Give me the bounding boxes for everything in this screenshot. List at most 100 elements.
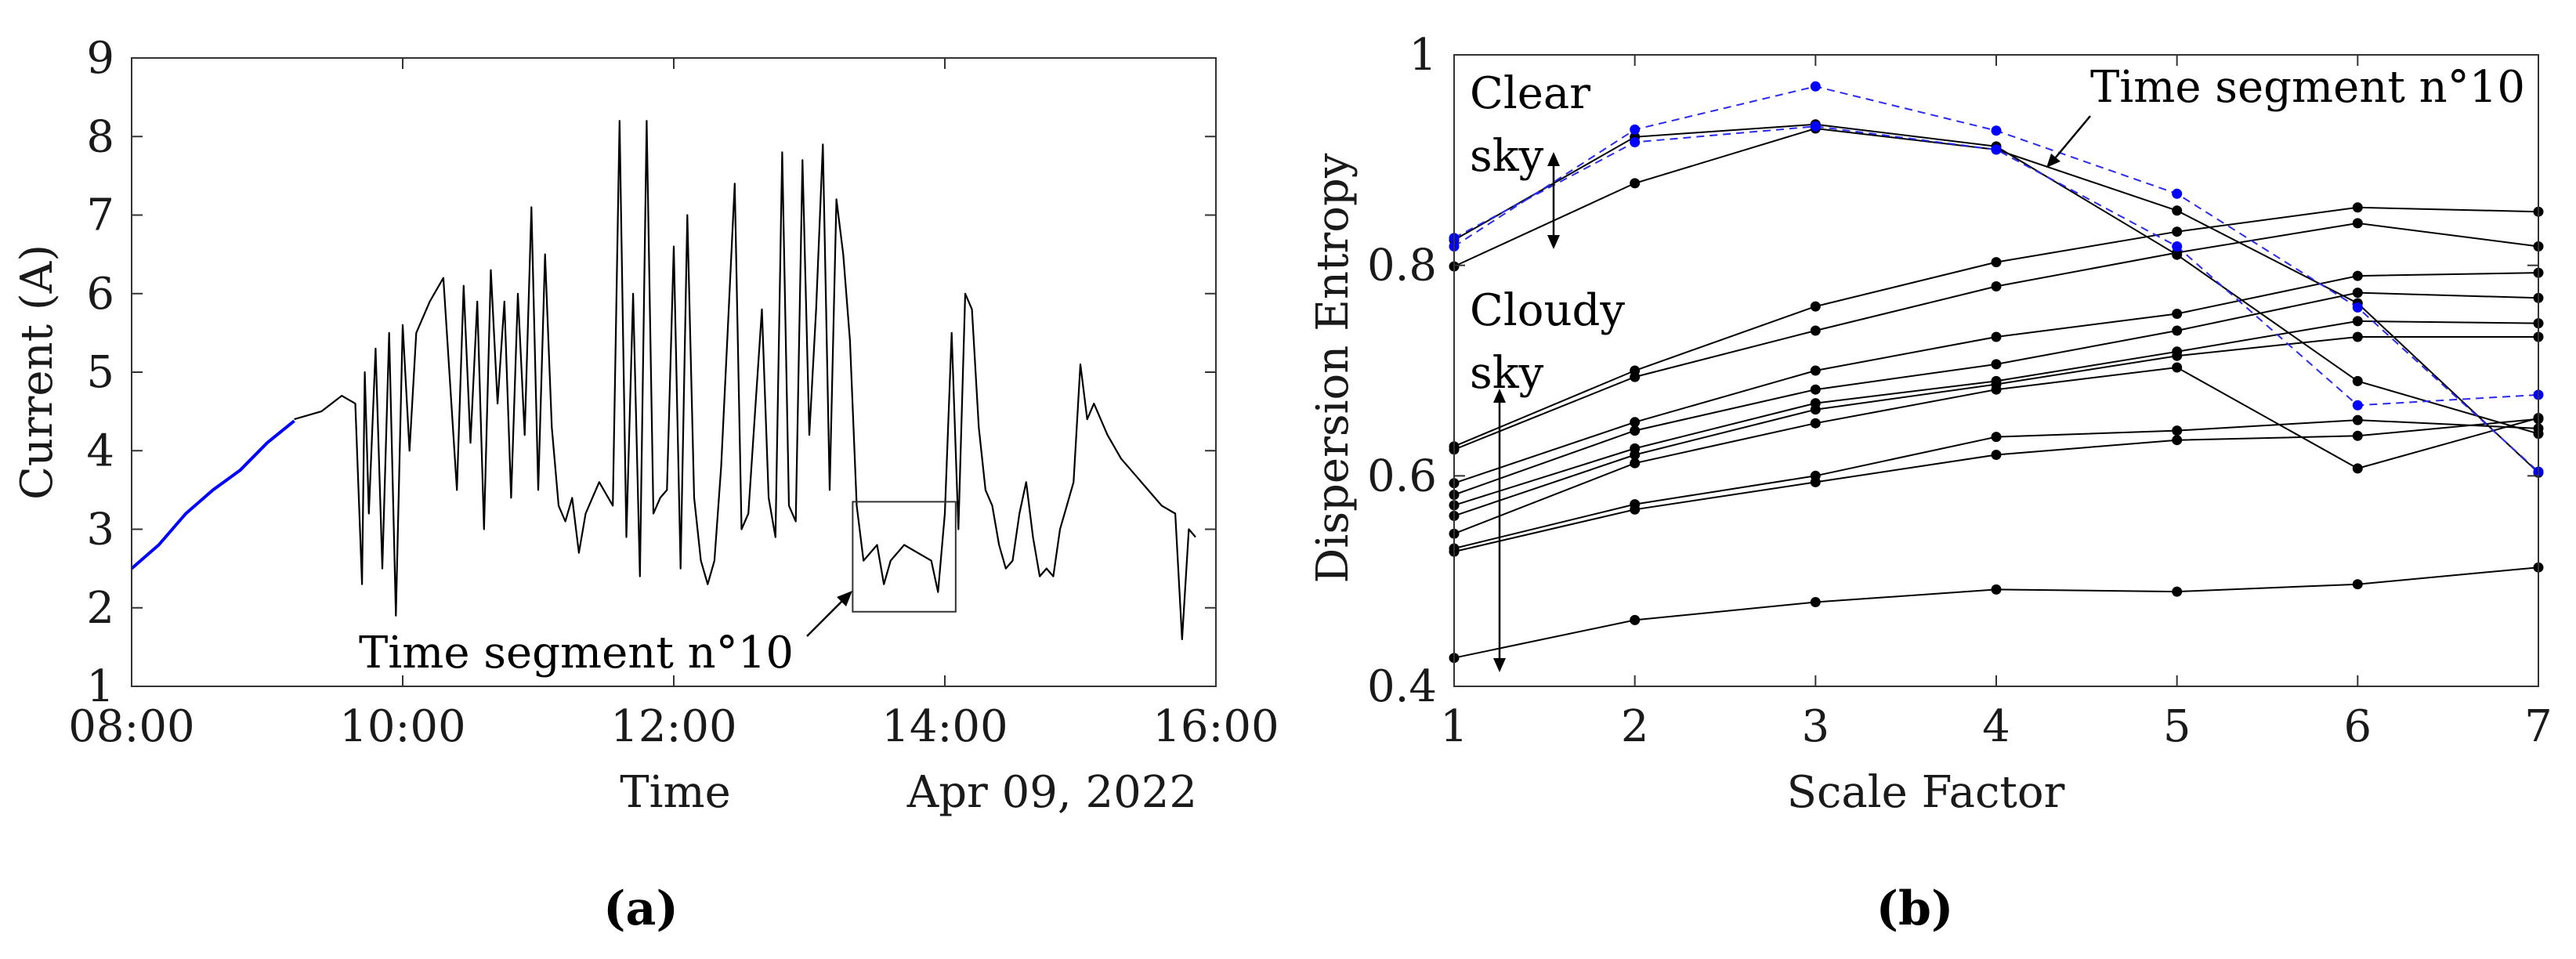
entropy-point xyxy=(2352,430,2363,441)
entropy-point xyxy=(1810,365,1821,376)
entropy-series xyxy=(1449,81,2544,477)
entropy-series xyxy=(1449,414,2544,557)
current-series-line xyxy=(130,419,295,570)
entropy-point xyxy=(1630,371,1641,382)
entropy-point xyxy=(1630,450,1641,460)
x-tick-label: 7 xyxy=(2524,701,2552,752)
panel-a-series xyxy=(130,120,1196,641)
x-tick-label: 4 xyxy=(1982,701,2010,752)
y-tick-label: 2 xyxy=(86,583,114,634)
entropy-point xyxy=(2172,205,2183,216)
entropy-series xyxy=(1449,121,2544,411)
x-tick-label: 6 xyxy=(2344,701,2372,752)
entropy-series-line xyxy=(1453,320,2539,506)
segment-arrow xyxy=(806,596,847,637)
entropy-series xyxy=(1449,414,2544,554)
entropy-point xyxy=(1991,257,2002,268)
segment-box xyxy=(852,501,957,613)
entropy-point xyxy=(1810,121,1821,132)
panel-a-axes-frame xyxy=(131,57,1217,687)
entropy-series xyxy=(1449,288,2544,500)
y-tick-label: 6 xyxy=(86,269,114,320)
entropy-point xyxy=(1991,144,2002,155)
x-axis-label: Scale Factor xyxy=(1787,767,2065,818)
x-tick-label: 10:00 xyxy=(339,701,465,752)
entropy-point xyxy=(1810,404,1821,415)
clear-sky-arrowhead-down xyxy=(1547,235,1560,249)
clear-sky-arrowhead-up xyxy=(1547,152,1560,166)
annotation-time-segment: Time segment n°10 xyxy=(359,628,794,679)
entropy-point xyxy=(1630,417,1641,428)
panel-b: 0.4 0.6 0.8 1 1 2 3 4 5 6 7 Clear sky Cloudy sky T… xyxy=(1308,30,2552,936)
y-tick-label: 1 xyxy=(86,661,114,712)
entropy-point xyxy=(2172,226,2183,237)
cloudy-sky-label-2: sky xyxy=(1470,348,1544,399)
y-tick-label: 0.4 xyxy=(1367,661,1437,712)
x-tick-label: 08:00 xyxy=(68,701,194,752)
y-tick-label: 4 xyxy=(86,425,114,476)
entropy-point xyxy=(1630,614,1641,625)
entropy-point xyxy=(1810,301,1821,312)
entropy-point xyxy=(1991,281,2002,291)
entropy-series xyxy=(1449,202,2544,452)
entropy-point xyxy=(1991,125,2002,136)
entropy-point xyxy=(1630,458,1641,469)
time-segment-arrow xyxy=(2050,115,2091,164)
cloudy-sky-arrowhead-up xyxy=(1493,389,1506,403)
segment-arrowhead xyxy=(837,591,852,606)
entropy-point xyxy=(2352,400,2363,411)
entropy-point xyxy=(1991,384,2002,395)
entropy-point xyxy=(1810,476,1821,487)
entropy-point xyxy=(2172,325,2183,336)
entropy-point xyxy=(2172,241,2183,252)
entropy-point xyxy=(2352,218,2363,229)
entropy-point xyxy=(1630,178,1641,189)
x-axis-label: Time xyxy=(620,767,731,818)
entropy-point xyxy=(1991,432,2002,443)
entropy-point xyxy=(2352,202,2363,213)
entropy-point xyxy=(2352,288,2363,299)
entropy-point xyxy=(1810,597,1821,607)
entropy-point xyxy=(2172,350,2183,361)
entropy-point xyxy=(2352,270,2363,281)
entropy-point xyxy=(2172,435,2183,446)
entropy-point xyxy=(2172,425,2183,436)
y-axis-label: Dispersion Entropy xyxy=(1308,153,1359,583)
cloudy-sky-arrowhead-down xyxy=(1493,658,1506,672)
entropy-point xyxy=(2352,463,2363,474)
panel-b-series xyxy=(1449,81,2544,664)
y-tick-label: 0.6 xyxy=(1367,451,1437,501)
y-tick-label: 3 xyxy=(86,505,114,555)
time-segment-arrowhead xyxy=(2046,154,2060,168)
panel-a: 1 2 3 4 5 6 7 8 9 08:00 10:00 12:00 14:00 16:00 Time … xyxy=(12,33,1279,936)
y-tick-label: 8 xyxy=(86,111,114,162)
entropy-point xyxy=(2172,309,2183,319)
entropy-point xyxy=(1630,504,1641,515)
y-tick-label: 7 xyxy=(86,190,114,241)
entropy-series-line xyxy=(1453,566,2539,659)
x-tick-label: 5 xyxy=(2163,701,2191,752)
entropy-point xyxy=(1630,137,1641,147)
entropy-point xyxy=(2172,188,2183,199)
y-tick-label: 5 xyxy=(86,347,114,398)
panel-a-ticks: 1 2 3 4 5 6 7 8 9 08:00 10:00 12:00 14:00 16:00 xyxy=(68,33,1279,752)
entropy-point xyxy=(1630,425,1641,436)
y-tick-label: 0.8 xyxy=(1367,241,1437,291)
x-tick-label: 14:00 xyxy=(881,701,1008,752)
panel-b-caption: (b) xyxy=(1876,881,1954,936)
x-tick-label: 2 xyxy=(1621,701,1649,752)
entropy-point xyxy=(1810,81,1821,92)
y-tick-label: 9 xyxy=(86,33,114,84)
panel-a-caption: (a) xyxy=(603,881,678,936)
entropy-point xyxy=(1991,584,2002,595)
time-segment-label: Time segment n°10 xyxy=(2090,62,2525,113)
x-tick-label: 12:00 xyxy=(610,701,736,752)
clear-sky-label-1: Clear xyxy=(1470,68,1590,119)
x-tick-label: 3 xyxy=(1802,701,1830,752)
entropy-point xyxy=(2172,586,2183,597)
panel-b-ticks: 0.4 0.6 0.8 1 1 2 3 4 5 6 7 xyxy=(1367,30,2552,752)
entropy-point xyxy=(2352,316,2363,327)
cloudy-sky-label-1: Cloudy xyxy=(1470,285,1625,336)
entropy-point xyxy=(2172,362,2183,373)
